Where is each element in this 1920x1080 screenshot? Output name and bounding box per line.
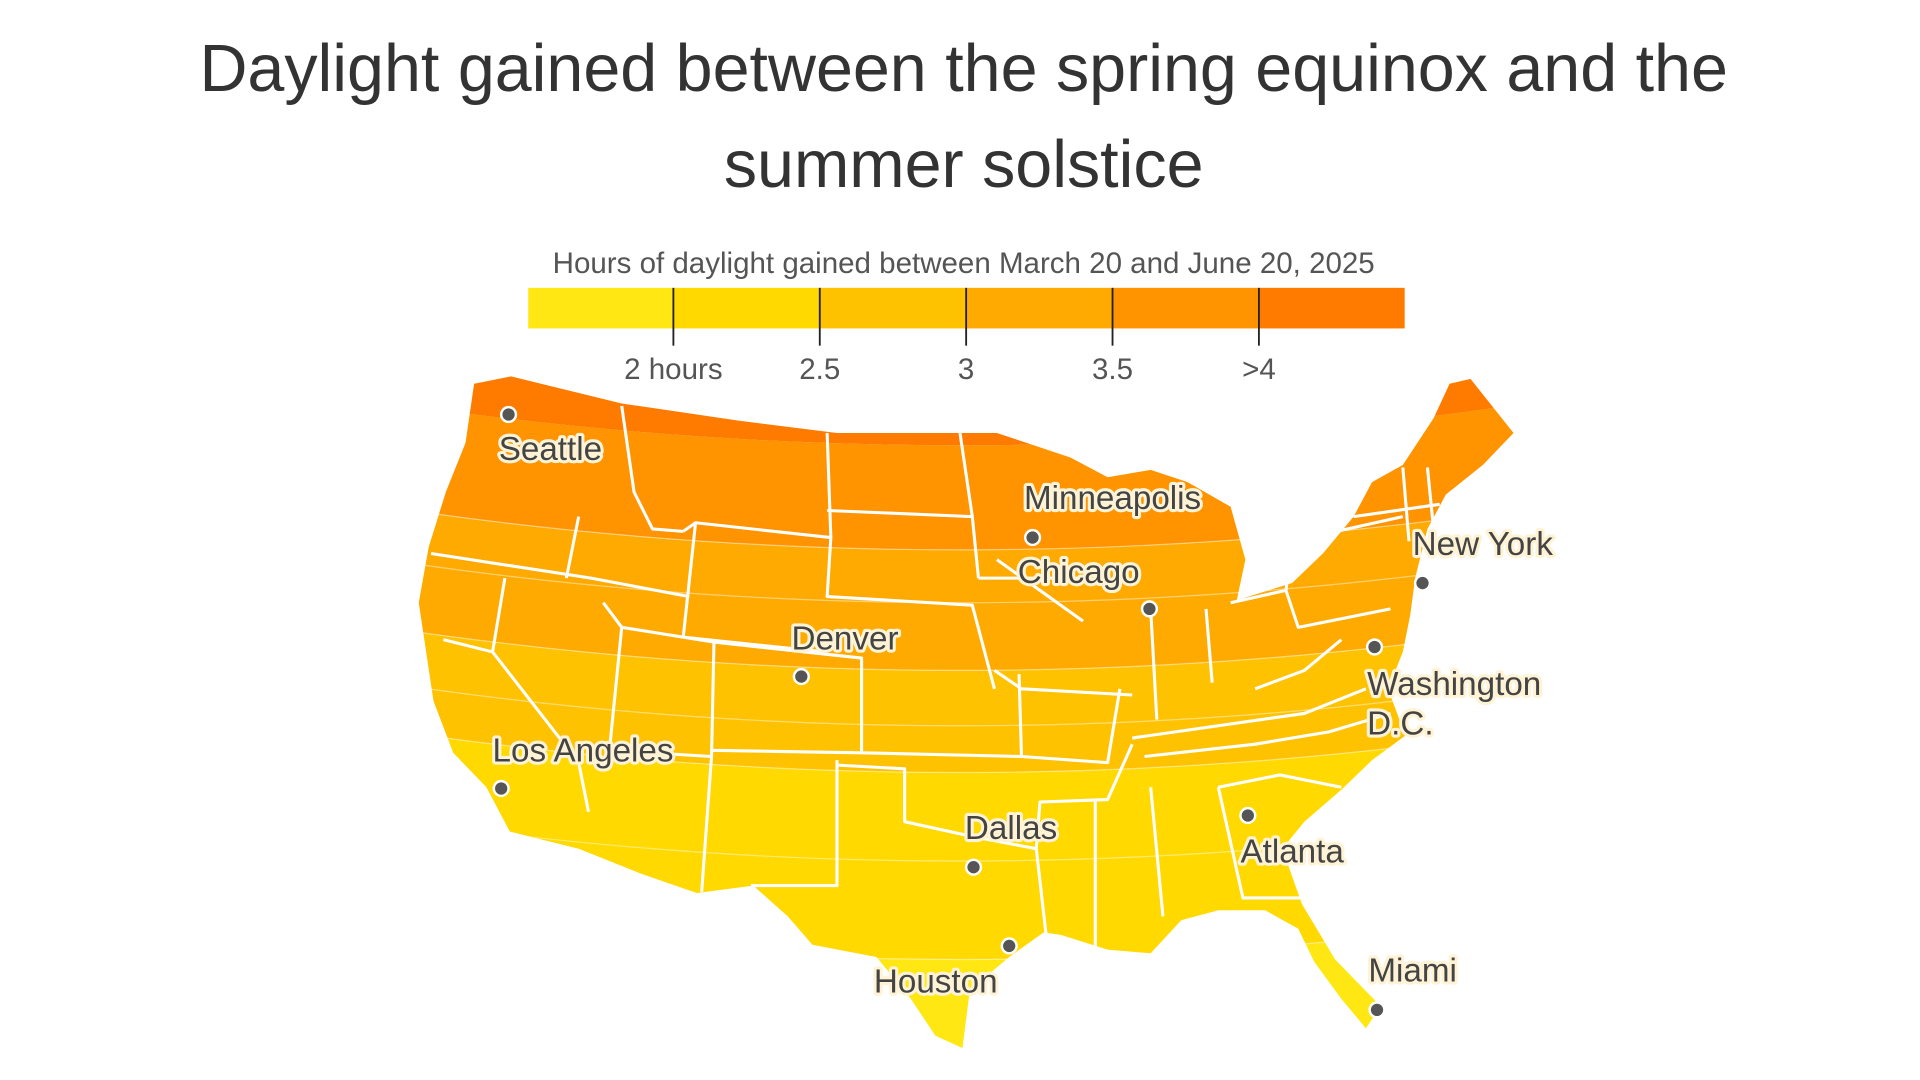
- city-dot-chicago: [1140, 600, 1159, 618]
- legend-swatch: [820, 287, 967, 329]
- city-label-minneapolis: Minneapolis: [1024, 480, 1201, 517]
- city-dot-seattle: [499, 405, 518, 424]
- legend-swatch: [1112, 287, 1259, 329]
- legend-tick-label: 2 hours: [624, 353, 722, 386]
- city-label-miami: Miami: [1368, 953, 1457, 990]
- city-label-atlanta: Atlanta: [1240, 833, 1344, 870]
- city-dot-los-angeles: [492, 779, 510, 798]
- legend-bar: [528, 287, 1405, 329]
- legend-swatch: [1258, 287, 1405, 329]
- state-borders: [430, 405, 1440, 948]
- legend-tick-label: 3: [958, 353, 974, 386]
- city-dot-dallas: [964, 858, 983, 876]
- title-line-1: Daylight gained between the spring equin…: [199, 32, 1727, 106]
- city-label-chicago: Chicago: [1018, 554, 1140, 591]
- city-label-washington: Washington: [1367, 666, 1541, 703]
- city-label-new-york: New York: [1413, 526, 1554, 563]
- legend-title: Hours of daylight gained between March 2…: [553, 247, 1375, 280]
- daylight-band: [418, 615, 1514, 773]
- city-dot-minneapolis: [1023, 528, 1042, 547]
- city-label-los-angeles: Los Angeles: [493, 732, 674, 769]
- city-label-washington-dc: D.C.: [1367, 705, 1433, 742]
- legend-tick-label: 2.5: [799, 353, 840, 386]
- city-dot-washington: [1365, 638, 1384, 656]
- legend-swatch: [966, 287, 1113, 329]
- parallel-line: [418, 493, 1514, 551]
- city-dot-miami: [1368, 1001, 1386, 1019]
- city-dot-houston: [1000, 937, 1018, 955]
- city-label-houston: Houston: [874, 964, 998, 1001]
- legend-ticks: 2 hours 2.5 3 3.5 >4: [624, 287, 1276, 386]
- city-dot-denver: [792, 667, 810, 686]
- legend-swatch: [674, 287, 821, 329]
- legend-swatch: [528, 287, 675, 329]
- city-dot-new-york: [1413, 574, 1432, 592]
- city-dot-atlanta: [1239, 806, 1257, 825]
- city-label-seattle: Seattle: [499, 431, 602, 468]
- legend-tick-label: 3.5: [1092, 353, 1133, 386]
- city-label-denver: Denver: [791, 620, 898, 657]
- legend-tick-label: >4: [1242, 353, 1276, 386]
- city-label-dallas: Dallas: [965, 810, 1057, 847]
- title-line-2: summer solstice: [724, 128, 1204, 202]
- city-markers: Seattle Minneapolis Chicago New York Was…: [489, 405, 1556, 1019]
